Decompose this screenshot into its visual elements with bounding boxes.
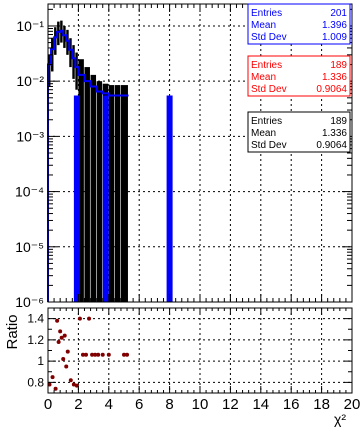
x-tick-label: 4 xyxy=(105,396,113,413)
stat-box-frame xyxy=(247,111,351,153)
y-tick-label: 1 xyxy=(37,354,44,368)
black-error-band-bar xyxy=(75,52,78,90)
blue-histogram-bar xyxy=(102,95,109,302)
ratio-point xyxy=(74,383,79,388)
x-tick-label: 12 xyxy=(222,396,239,413)
stat-box-key: Std Dev xyxy=(251,32,287,43)
ratio-point xyxy=(77,316,82,321)
blue-histogram-line xyxy=(47,29,129,302)
black-error-band-bar xyxy=(90,74,97,302)
black-error-band-bar xyxy=(69,38,72,68)
ratio-point xyxy=(56,340,61,344)
x-tick-label: 16 xyxy=(283,396,300,413)
y-tick-label: 1.2 xyxy=(27,333,44,347)
y-tick-label: 1.4 xyxy=(27,312,44,326)
x-tick-label: 6 xyxy=(135,396,143,413)
ratio-point xyxy=(55,318,60,323)
black-error-band-bar xyxy=(96,81,103,302)
black-error-band-bar xyxy=(78,59,84,303)
x-tick-label: 2 xyxy=(74,396,82,413)
black-error-band-bar xyxy=(66,29,69,55)
stat-box-key: Mean xyxy=(251,128,276,139)
x-tick-label: 0 xyxy=(44,396,52,413)
black-error-band-bar xyxy=(57,21,60,46)
blue-histogram-bar xyxy=(73,95,80,302)
stat-box-value: 0.9064 xyxy=(316,84,347,95)
stat-box-value: 1.009 xyxy=(322,32,347,43)
stat-box: Entries 189 Mean 1.336 Std Dev 0.9064 xyxy=(247,111,351,153)
stat-box-key: Entries xyxy=(251,60,282,71)
x-tick-label: 20 xyxy=(344,396,361,413)
black-error-band-bar xyxy=(48,54,51,87)
stat-box-key: Std Dev xyxy=(251,140,287,151)
ratio-point xyxy=(80,352,85,357)
ratio-point xyxy=(125,352,130,357)
stat-box-key: Mean xyxy=(251,20,276,31)
y-tick-label: 10⁻⁶ xyxy=(15,294,44,310)
stat-box-value: 0.9064 xyxy=(316,140,347,151)
y-tick-label: 10⁻⁴ xyxy=(15,184,44,200)
y-tick-label: 10⁻³ xyxy=(16,128,44,144)
ratio-point xyxy=(90,352,95,357)
y-tick-label: 10⁻¹ xyxy=(16,18,44,34)
ratio-point xyxy=(106,352,111,357)
ratio-panel: 0 2 4 6 8 10 12 14 16 18 20 0.8 1 1.2 1.4 xyxy=(27,307,361,413)
main-histogram-panel: 10⁻⁶ 10⁻⁵ 10⁻⁴ 10⁻³ 10⁻² 10⁻¹ Entries 201 Mean 1.… xyxy=(15,3,353,310)
stat-box-value: 1.396 xyxy=(322,20,347,31)
stat-box-frame xyxy=(247,3,351,45)
black-error-band-bar xyxy=(120,85,128,302)
x-tick-label: 14 xyxy=(252,396,269,413)
ratio-point xyxy=(53,386,58,391)
ratio-plot-area xyxy=(48,308,352,393)
ratio-point xyxy=(65,349,70,354)
ratio-point xyxy=(64,364,69,369)
ratio-point xyxy=(50,375,55,380)
black-error-band-bar xyxy=(108,85,115,302)
ratio-point xyxy=(68,378,73,383)
stat-box-key: Std Dev xyxy=(251,84,287,95)
stat-box: Entries 189 Mean 1.336 Std Dev 0.9064 xyxy=(247,55,351,97)
stat-box-key: Entries xyxy=(251,116,282,127)
ratio-axis-label: Ratio xyxy=(4,314,21,349)
x-tick-label: 18 xyxy=(313,396,330,413)
ratio-point xyxy=(122,352,126,357)
ratio-point xyxy=(47,382,52,387)
stat-box-value: 189 xyxy=(330,60,347,71)
x-tick-label: 8 xyxy=(165,396,173,413)
stat-box-value: 1.336 xyxy=(322,72,347,83)
y-tick-label: 10⁻⁵ xyxy=(15,239,44,255)
y-tick-label: 10⁻² xyxy=(16,73,44,89)
blue-histogram-bar xyxy=(166,95,173,302)
black-error-band-bar xyxy=(114,85,121,302)
ratio-point xyxy=(87,316,92,321)
ratio-point xyxy=(93,352,98,357)
stat-box: Entries 201 Mean 1.396 Std Dev 1.009 xyxy=(247,3,351,45)
ratio-point xyxy=(61,357,66,361)
ratio-point xyxy=(100,352,105,357)
x-axis-label: χ² xyxy=(334,411,346,427)
ratio-point xyxy=(96,352,101,357)
black-error-band-bar xyxy=(84,67,90,302)
stat-box-key: Entries xyxy=(251,8,282,19)
stat-box-value: 201 xyxy=(330,8,347,19)
stat-box-frame xyxy=(247,55,351,97)
black-error-band-bar xyxy=(72,45,75,79)
stat-box-key: Mean xyxy=(251,72,276,83)
x-tick-label: 10 xyxy=(192,396,209,413)
ratio-point xyxy=(58,329,63,334)
ratio-point xyxy=(59,335,64,340)
stat-box-value: 189 xyxy=(330,116,347,127)
black-error-band-bar xyxy=(54,27,57,55)
black-error-band-bar xyxy=(63,25,66,48)
stat-box-value: 1.336 xyxy=(322,128,347,139)
ratio-point xyxy=(71,382,76,387)
y-tick-label: 0.8 xyxy=(27,375,44,389)
ratio-point xyxy=(62,333,67,338)
ratio-point xyxy=(84,352,88,357)
